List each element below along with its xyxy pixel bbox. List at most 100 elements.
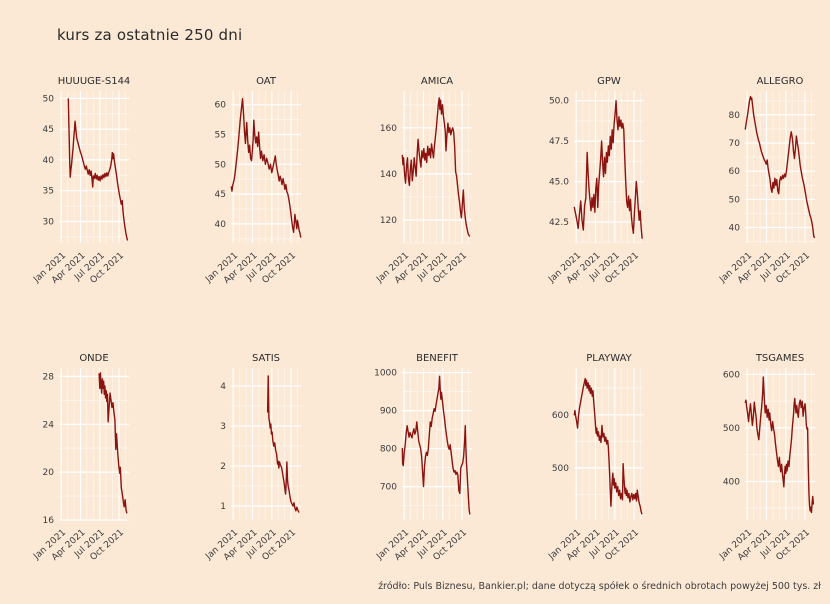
y-tick-label: 40	[729, 224, 741, 234]
y-tick-label: 16	[43, 516, 55, 526]
y-tick-label: 140	[380, 170, 397, 180]
y-tick-labels: 50 45 40 35 30	[43, 94, 55, 227]
price-line	[67, 98, 129, 241]
source-note: źródło: Puls Biznesu, Bankier.pl; dane d…	[378, 581, 821, 592]
y-tick-label: 900	[380, 407, 397, 417]
price-line	[744, 376, 815, 514]
y-tick-label: 40	[214, 220, 226, 230]
facet-title: PLAYWAY	[586, 353, 632, 364]
price-line	[573, 377, 642, 515]
y-tick-labels: 60 55 50 45 40	[214, 101, 226, 230]
y-tick-labels: 50.0 47.5 45.0 42.5	[548, 97, 568, 228]
facet-title: GPW	[597, 76, 621, 87]
facet-gpw: GPW 50.0 47.5 45.0 42.5 Jan 2021 Apr 2021 Jul 2…	[524, 66, 654, 316]
facet-playway: PLAYWAY 600 500 Jan 2021 Apr 2021 Jul 2021 Oct…	[524, 343, 654, 593]
facet-tsgames: TSGAMES 600 500 400 Jan 2021 Apr 2021 Jul 2021…	[695, 343, 825, 593]
y-tick-label: 80	[729, 111, 741, 121]
facet-title: TSGAMES	[755, 353, 804, 364]
minor-gridlines	[573, 91, 644, 243]
y-tick-label: 55	[214, 131, 225, 141]
facet-title: OAT	[256, 76, 277, 87]
major-gridlines	[402, 368, 472, 520]
minor-gridlines	[230, 368, 301, 520]
y-tick-label: 1000	[374, 369, 397, 379]
y-tick-label: 160	[380, 124, 397, 134]
price-line	[744, 95, 816, 239]
price-line	[401, 97, 471, 237]
y-tick-labels: 600 500 400	[723, 370, 740, 487]
y-tick-labels: 1000 900 800 700	[374, 369, 397, 493]
facet-huuuge-s144: HUUUGE-S144 50 45 40 35 30 Jan 2021 Apr 2021 Jul…	[9, 66, 139, 316]
facet-title: ONDE	[79, 353, 108, 364]
price-line	[98, 372, 128, 514]
y-tick-label: 28	[43, 372, 55, 382]
page-title: kurs za ostatnie 250 dni	[57, 26, 243, 44]
y-tick-label: 120	[380, 216, 397, 226]
facet-amica: AMICA 160 140 120 Jan 2021 Apr 2021 Jul 2021 Oc…	[352, 66, 482, 316]
y-tick-label: 2	[220, 462, 226, 472]
minor-gridlines	[745, 368, 815, 520]
y-tick-labels: 80 70 60 50 40	[729, 111, 741, 234]
facet-oat: OAT 60 55 50 45 40 Jan 2021 Apr 2021 Jul 2021 Oct…	[181, 66, 311, 316]
y-tick-label: 47.5	[548, 137, 568, 147]
major-gridlines	[745, 368, 815, 520]
facet-title: SATIS	[251, 353, 279, 364]
y-tick-label: 60	[214, 101, 226, 111]
price-line	[573, 100, 643, 239]
y-tick-label: 600	[551, 411, 568, 421]
y-tick-label: 50.0	[548, 97, 568, 107]
y-tick-label: 42.5	[548, 218, 568, 228]
major-gridlines	[230, 368, 301, 520]
minor-gridlines	[59, 91, 129, 243]
facet-benefit: BENEFIT 1000 900 800 700 Jan 2021 Apr 2021 Jul …	[352, 343, 482, 593]
major-gridlines	[745, 91, 815, 243]
y-tick-label: 600	[723, 370, 740, 380]
y-tick-label: 45	[43, 125, 54, 135]
y-tick-label: 30	[43, 218, 55, 228]
y-tick-label: 700	[380, 483, 397, 493]
y-tick-label: 800	[380, 445, 397, 455]
y-tick-labels: 600 500	[551, 411, 568, 474]
price-line	[230, 98, 301, 238]
y-tick-label: 500	[723, 424, 740, 434]
y-tick-label: 70	[729, 139, 741, 149]
y-tick-label: 1	[220, 502, 226, 512]
y-tick-label: 35	[43, 187, 54, 197]
y-tick-label: 50	[214, 160, 226, 170]
y-tick-label: 40	[43, 156, 55, 166]
y-tick-label: 60	[729, 167, 741, 177]
y-tick-label: 45.0	[548, 178, 568, 188]
y-tick-label: 20	[43, 468, 55, 478]
minor-gridlines	[230, 91, 301, 243]
y-tick-label: 50	[43, 94, 55, 104]
minor-gridlines	[402, 368, 472, 520]
facet-allegro: ALLEGRO 80 70 60 50 40 Jan 2021 Apr 2021 Jul 202…	[695, 66, 825, 316]
y-tick-labels: 160 140 120	[380, 124, 397, 226]
y-tick-labels: 4 3 2 1	[220, 382, 226, 512]
facet-satis: SATIS 4 3 2 1 Jan 2021 Apr 2021 Jul 2021 Oct 202…	[181, 343, 311, 593]
major-gridlines	[59, 91, 129, 243]
y-tick-labels: 28 24 20 16	[43, 372, 55, 526]
y-tick-label: 400	[723, 478, 740, 488]
